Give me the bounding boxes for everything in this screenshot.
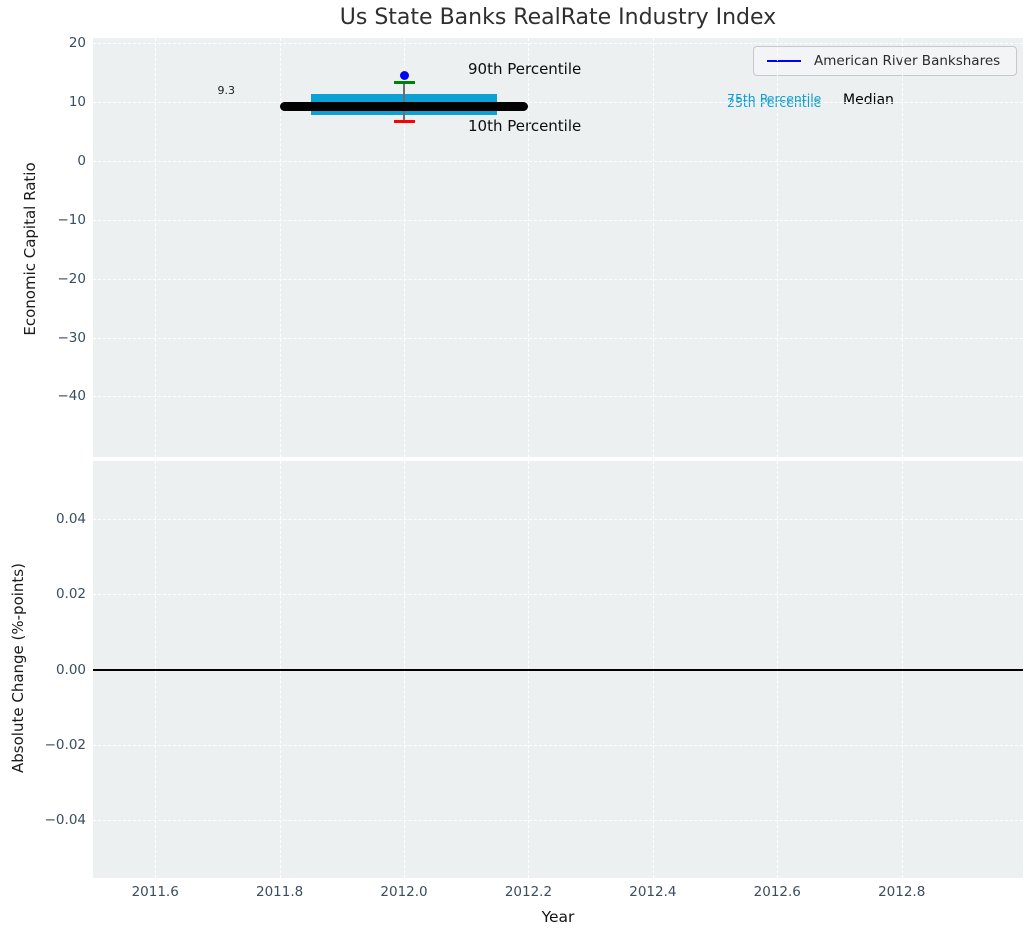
y-gridline <box>93 219 1023 221</box>
p10-cap <box>393 120 415 124</box>
y-tick-label: 20 <box>68 35 86 52</box>
y-tick-label: 0.02 <box>55 586 86 603</box>
y-gridline <box>93 102 1023 104</box>
x-gridline <box>404 38 406 457</box>
x-gridline <box>901 38 903 457</box>
y-tick-label: −30 <box>57 329 87 346</box>
bottom-plot-area <box>93 461 1023 878</box>
x-tick-label: 2012.6 <box>753 884 801 900</box>
x-tick-label: 2012.0 <box>380 884 428 900</box>
x-gridline <box>777 38 779 457</box>
y-tick-label: −20 <box>57 270 87 287</box>
y-gridline <box>93 519 1023 521</box>
y-gridline <box>93 337 1023 339</box>
top-y-axis-label: Economic Capital Ratio <box>21 162 39 336</box>
x-tick-label: 2011.8 <box>255 884 304 900</box>
y-gridline <box>93 594 1023 596</box>
p90-cap <box>393 81 415 85</box>
y-tick-label: 0.00 <box>55 661 86 678</box>
y-tick-label: −40 <box>57 388 87 405</box>
y-tick-label: −10 <box>57 211 87 228</box>
median-value-annotation: 9.3 <box>217 84 236 97</box>
zero-reference-line <box>93 668 1023 671</box>
top-plot-area: 9.3 90th Percentile 10th Percentile 75th… <box>93 38 1023 457</box>
legend: American River Bankshares <box>753 46 1017 76</box>
legend-line-swatch <box>767 60 801 62</box>
x-tick-label: 2012.4 <box>629 884 677 900</box>
y-gridline <box>93 43 1023 45</box>
y-gridline <box>93 278 1023 280</box>
p25-percentile-label: 25th Percentile <box>727 94 822 110</box>
p90-percentile-label: 90th Percentile <box>468 60 582 78</box>
company-data-point <box>399 71 409 81</box>
p10-percentile-label: 10th Percentile <box>468 117 582 135</box>
x-axis-label: Year <box>541 908 575 926</box>
x-gridline <box>155 38 157 457</box>
x-tick-label: 2012.8 <box>878 884 926 900</box>
y-gridline <box>93 744 1023 746</box>
x-gridline <box>652 38 654 457</box>
y-gridline <box>93 160 1023 162</box>
y-gridline <box>93 819 1023 821</box>
legend-series-label: American River Bankshares <box>814 53 1001 69</box>
y-tick-label: 10 <box>68 94 86 111</box>
x-gridline <box>279 38 281 457</box>
x-tick-label: 2011.6 <box>131 884 179 900</box>
median-label: Median <box>843 92 894 108</box>
median-line <box>279 101 529 111</box>
chart-title: Us State Banks RealRate Industry Index <box>339 5 777 30</box>
y-tick-label: −0.04 <box>44 811 86 828</box>
y-gridline <box>93 396 1023 398</box>
y-tick-label: −0.02 <box>44 736 86 753</box>
y-tick-label: 0.04 <box>55 511 86 528</box>
x-gridline <box>528 38 530 457</box>
x-tick-label: 2012.2 <box>504 884 553 900</box>
y-tick-label: 0 <box>77 152 86 169</box>
